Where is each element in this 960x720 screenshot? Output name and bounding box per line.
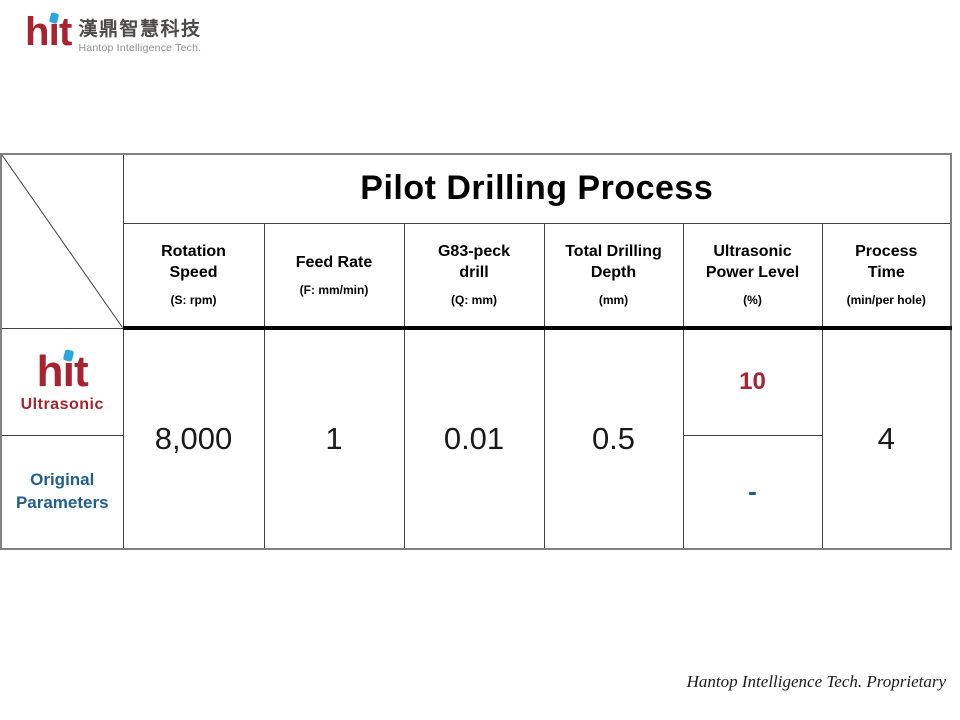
hit-cell-h: h [36,346,64,396]
col-header-label: G83-peck drill [437,243,511,282]
hit-logo-t: t [58,10,72,54]
hit-cell-t: t [74,346,89,396]
col-header-unit: (min/per hole) [846,293,926,308]
table-row-original-parameters: Original Parameters - [0,434,951,550]
col-header-g83-peck-drill: G83-peck drill (Q: mm) [403,222,545,330]
hit-cell-i: ı [63,349,75,394]
pilot-drilling-parameters-table: Pilot Drilling Process Rotation Speed (S… [0,153,953,550]
col-header-ultrasonic-power-level: Ultrasonic Power Level (%) [682,222,823,330]
cell-total-drilling-depth: 0.5 [543,327,684,550]
logo-chinese-name: 漢鼎智慧科技 [78,19,202,40]
hit-logo-i-stem: ı [48,10,60,54]
hit-logo-i: ı [48,10,60,54]
cell-rotation-speed: 8,000 [122,327,265,550]
proprietary-footer: Hantop Intelligence Tech. Proprietary [686,672,946,691]
cell-g83-peck-drill: 0.01 [403,327,545,550]
diagonal-line [2,155,123,328]
col-header-label: Total Drilling Depth [565,243,662,282]
table-title-row: Pilot Drilling Process [0,153,952,329]
col-header-rotation-speed: Rotation Speed (S: rpm) [122,222,265,330]
col-header-unit: (F: mm/min) [299,282,369,297]
cell-ultrasonic-power-hit: 10 [682,327,823,436]
col-header-process-time: Process Time (min/per hole) [821,222,952,330]
hit-logo-h: h [25,10,49,54]
col-header-label: Rotation Speed [161,243,226,282]
cell-feed-rate: 1 [263,327,405,550]
row-header-original-label: Original Parameters [15,469,109,512]
row-header-original-parameters: Original Parameters [0,434,124,550]
col-header-label: Process Time [855,243,918,282]
col-header-unit: (%) [743,293,762,308]
col-header-unit: (Q: mm) [451,293,497,308]
logo-tagline: Hantop Intelligence Tech. [78,41,202,54]
col-header-unit: (mm) [598,293,629,308]
column-header-row: Rotation Speed (S: rpm) Feed Rate (F: mm… [1,222,952,330]
col-header-total-drilling-depth: Total Drilling Depth (mm) [543,222,684,330]
cell-ultrasonic-power-original: - [682,434,823,550]
row-header-ultrasonic-label: Ultrasonic [20,395,104,413]
cell-process-time: 4 [821,327,952,550]
table-title: Pilot Drilling Process [122,153,952,224]
col-header-label: Feed Rate [295,253,373,271]
col-header-feed-rate: Feed Rate (F: mm/min) [263,222,405,330]
col-header-unit: (S: rpm) [170,293,217,308]
col-header-label: Ultrasonic Power Level [705,243,800,282]
logo-text-block: 漢鼎智慧科技 Hantop Intelligence Tech. [79,12,202,54]
diagonal-corner-cell [0,153,124,329]
